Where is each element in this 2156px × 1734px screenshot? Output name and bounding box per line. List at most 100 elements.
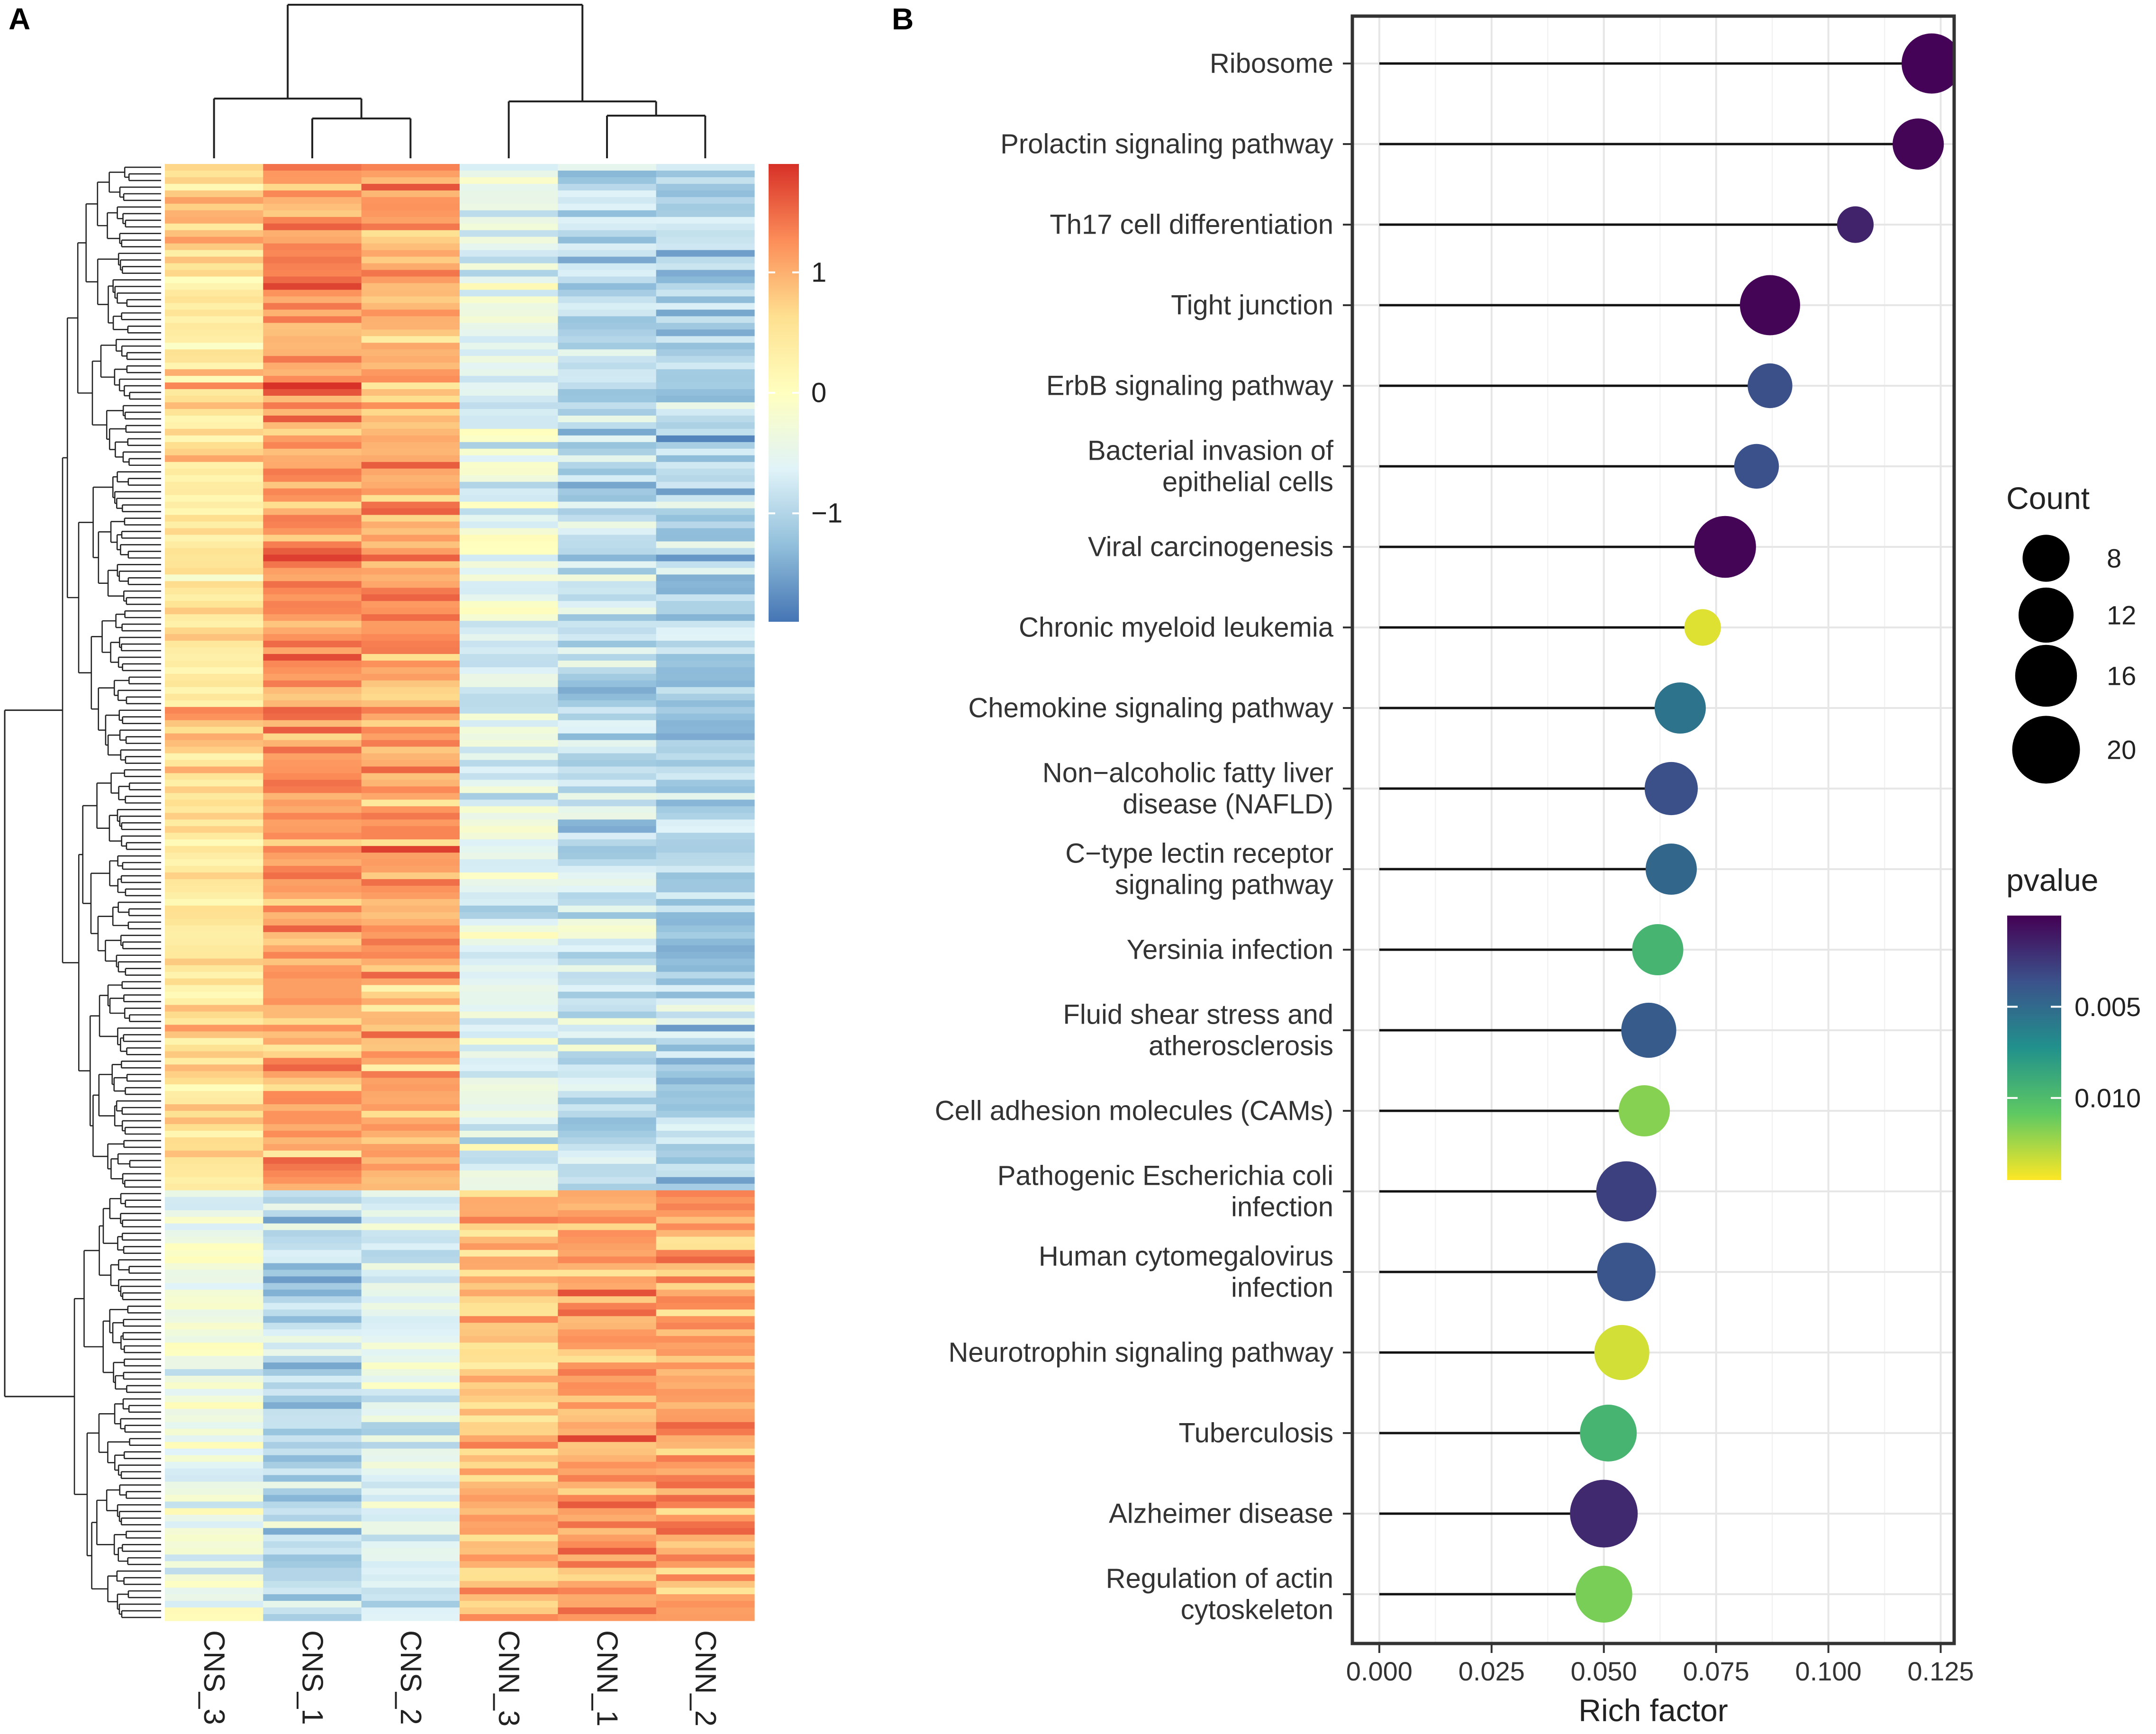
heatmap-cell bbox=[165, 1236, 263, 1244]
heatmap-cell bbox=[361, 872, 460, 880]
heatmap-cell bbox=[263, 210, 362, 218]
heatmap-cell bbox=[361, 773, 460, 781]
heatmap-cell bbox=[165, 1157, 263, 1164]
heatmap-cell bbox=[361, 1018, 460, 1026]
heatmap-cell bbox=[263, 700, 362, 708]
heatmap-cell bbox=[656, 912, 755, 919]
heatmap-cell bbox=[656, 448, 755, 456]
heatmap-cell bbox=[558, 1574, 657, 1581]
heatmap-cell bbox=[165, 1256, 263, 1264]
heatmap-cell bbox=[361, 846, 460, 853]
heatmap-cell bbox=[558, 256, 657, 264]
heatmap-cell bbox=[656, 389, 755, 396]
heatmap-cell bbox=[263, 428, 362, 436]
heatmap-cell bbox=[558, 1415, 657, 1423]
heatmap-cell bbox=[558, 746, 657, 754]
heatmap-cell bbox=[656, 819, 755, 826]
heatmap-cell bbox=[460, 740, 558, 747]
heatmap-cell bbox=[361, 561, 460, 568]
heatmap-cell bbox=[656, 740, 755, 747]
heatmap-cell bbox=[558, 1594, 657, 1601]
heatmap-cell bbox=[460, 1144, 558, 1151]
heatmap-cell bbox=[656, 230, 755, 237]
heatmap-cell bbox=[558, 1230, 657, 1237]
heatmap-cell bbox=[656, 1601, 755, 1608]
heatmap-cell bbox=[558, 1044, 657, 1052]
heatmap-cell bbox=[263, 680, 362, 688]
heatmap-cell bbox=[460, 660, 558, 668]
heatmap-cell bbox=[460, 667, 558, 674]
heatmap-cell bbox=[460, 726, 558, 734]
heatmap-cell bbox=[165, 343, 263, 350]
heatmap-cell bbox=[460, 468, 558, 476]
heatmap-cell bbox=[361, 428, 460, 436]
heatmap-cell bbox=[263, 1117, 362, 1125]
heatmap-cell bbox=[361, 1329, 460, 1336]
lollipop-dot bbox=[1570, 1480, 1638, 1548]
heatmap-cell bbox=[460, 1488, 558, 1496]
heatmap-cell bbox=[361, 1515, 460, 1522]
heatmap-cell bbox=[165, 521, 263, 529]
heatmap-cell bbox=[656, 925, 755, 933]
heatmap-cell bbox=[263, 971, 362, 979]
heatmap-cell bbox=[263, 1243, 362, 1251]
heatmap-cell bbox=[558, 780, 657, 787]
heatmap-cell bbox=[656, 1594, 755, 1601]
heatmap-cell bbox=[263, 197, 362, 204]
heatmap-cell bbox=[656, 508, 755, 516]
heatmap-cell bbox=[558, 740, 657, 747]
heatmap-cell bbox=[263, 409, 362, 416]
heatmap-cell bbox=[263, 349, 362, 356]
heatmap-cell bbox=[656, 548, 755, 555]
heatmap-cell bbox=[460, 1051, 558, 1058]
heatmap-cell bbox=[558, 1349, 657, 1356]
heatmap-cell bbox=[460, 1568, 558, 1575]
heatmap-cell bbox=[361, 859, 460, 866]
heatmap-cell bbox=[460, 343, 558, 350]
heatmap-cell bbox=[165, 760, 263, 767]
heatmap-cell bbox=[165, 780, 263, 787]
legend-count-label: 20 bbox=[2107, 735, 2136, 765]
heatmap-cell bbox=[558, 886, 657, 893]
heatmap-cell bbox=[165, 720, 263, 727]
heatmap-cell bbox=[361, 1243, 460, 1251]
heatmap-cell bbox=[361, 462, 460, 469]
heatmap-cell bbox=[361, 938, 460, 946]
heatmap-cell bbox=[263, 568, 362, 575]
heatmap-cell bbox=[263, 899, 362, 906]
heatmap-cell bbox=[165, 971, 263, 979]
heatmap-cell bbox=[263, 1197, 362, 1204]
heatmap-cell bbox=[558, 1011, 657, 1019]
pathway-label: signaling pathway bbox=[1115, 870, 1333, 900]
heatmap-cell bbox=[558, 1402, 657, 1409]
heatmap-cell bbox=[558, 1144, 657, 1151]
heatmap-cell bbox=[656, 309, 755, 317]
heatmap-cell bbox=[165, 1104, 263, 1111]
pathway-label: ErbB signaling pathway bbox=[1046, 371, 1333, 401]
heatmap-cell bbox=[165, 1548, 263, 1555]
heatmap-cell bbox=[656, 561, 755, 568]
heatmap-cell bbox=[263, 581, 362, 588]
heatmap-cell bbox=[460, 641, 558, 648]
heatmap-cell bbox=[165, 594, 263, 601]
heatmap-cell bbox=[361, 574, 460, 581]
heatmap-cell bbox=[165, 1541, 263, 1548]
heatmap-cell bbox=[165, 1263, 263, 1271]
heatmap-cell bbox=[656, 1084, 755, 1091]
heatmap-cell bbox=[558, 1554, 657, 1562]
heatmap-cell bbox=[656, 720, 755, 727]
heatmap-cell bbox=[558, 1528, 657, 1535]
heatmap-cell bbox=[165, 501, 263, 509]
heatmap-cell bbox=[263, 1091, 362, 1098]
heatmap-cell bbox=[460, 707, 558, 714]
heatmap-cell bbox=[558, 515, 657, 522]
heatmap-cell bbox=[558, 528, 657, 536]
heatmap-cell bbox=[460, 363, 558, 370]
heatmap-cell bbox=[460, 1508, 558, 1516]
heatmap-cell bbox=[263, 621, 362, 628]
heatmap-cell bbox=[656, 773, 755, 781]
heatmap-cell bbox=[656, 1607, 755, 1615]
heatmap-cell bbox=[361, 435, 460, 443]
heatmap-cell bbox=[165, 303, 263, 310]
heatmap-cell bbox=[558, 521, 657, 529]
